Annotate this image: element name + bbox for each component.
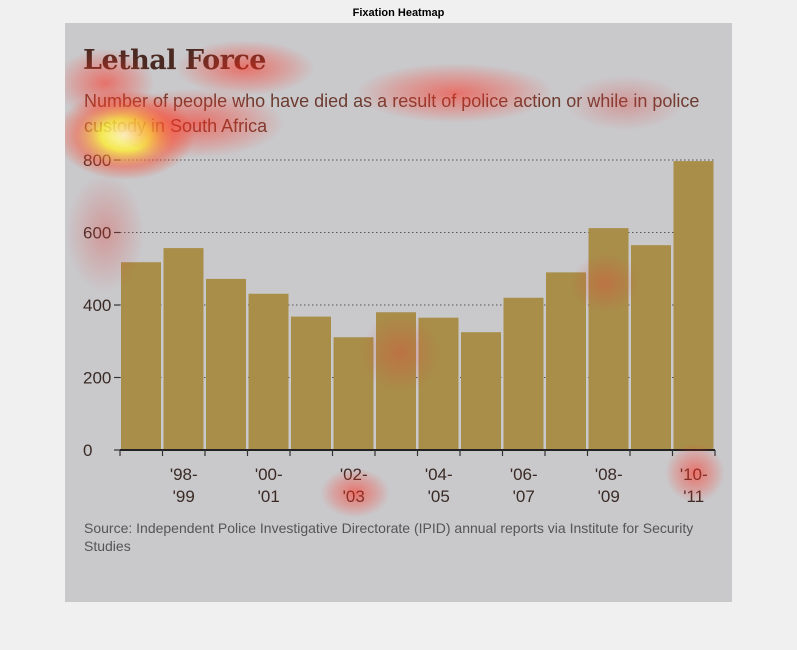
bar-chart: 0 200 400 600 800 '98- '99 '00- '01 '02- '03 '04- '0… [83, 151, 716, 506]
y-tick-label: 0 [83, 441, 92, 460]
bar [121, 262, 161, 450]
x-tick-label: '11 [683, 487, 704, 506]
x-tick-label: '04- [425, 465, 453, 484]
y-tick-label: 800 [83, 151, 111, 170]
x-tick-label: '10- [680, 465, 708, 484]
bar [206, 278, 246, 450]
bar [673, 161, 714, 450]
x-tick-label: '03 [343, 487, 365, 506]
bar [291, 316, 331, 450]
bar [418, 317, 459, 450]
x-tick-label: '02- [340, 465, 368, 484]
figure-title: Fixation Heatmap [352, 7, 445, 19]
x-tick-label: '99 [173, 487, 195, 506]
bar [588, 228, 629, 450]
y-tick-label: 200 [83, 369, 111, 388]
x-tick-label: '05 [428, 487, 450, 506]
x-tick-label: '00- [255, 465, 283, 484]
bar [461, 332, 501, 450]
x-tick-label: '09 [598, 487, 620, 506]
bar [248, 293, 289, 450]
bar [546, 272, 586, 450]
y-tick-label: 600 [83, 224, 111, 243]
y-tick-label: 400 [83, 296, 111, 315]
chart-panel: Lethal Force Number of people who have d… [65, 23, 732, 602]
bar [333, 337, 374, 450]
x-tick-label: '07 [513, 487, 535, 506]
x-tick-label: '06- [510, 465, 538, 484]
bar [503, 297, 544, 450]
chart-source: Source: Independent Police Investigative… [84, 520, 694, 554]
x-tick-label: '08- [595, 465, 623, 484]
x-tick-label: '01 [258, 487, 280, 506]
bar [376, 312, 416, 450]
bar [163, 248, 204, 450]
bar [631, 245, 671, 450]
x-tick-label: '98- [170, 465, 198, 484]
